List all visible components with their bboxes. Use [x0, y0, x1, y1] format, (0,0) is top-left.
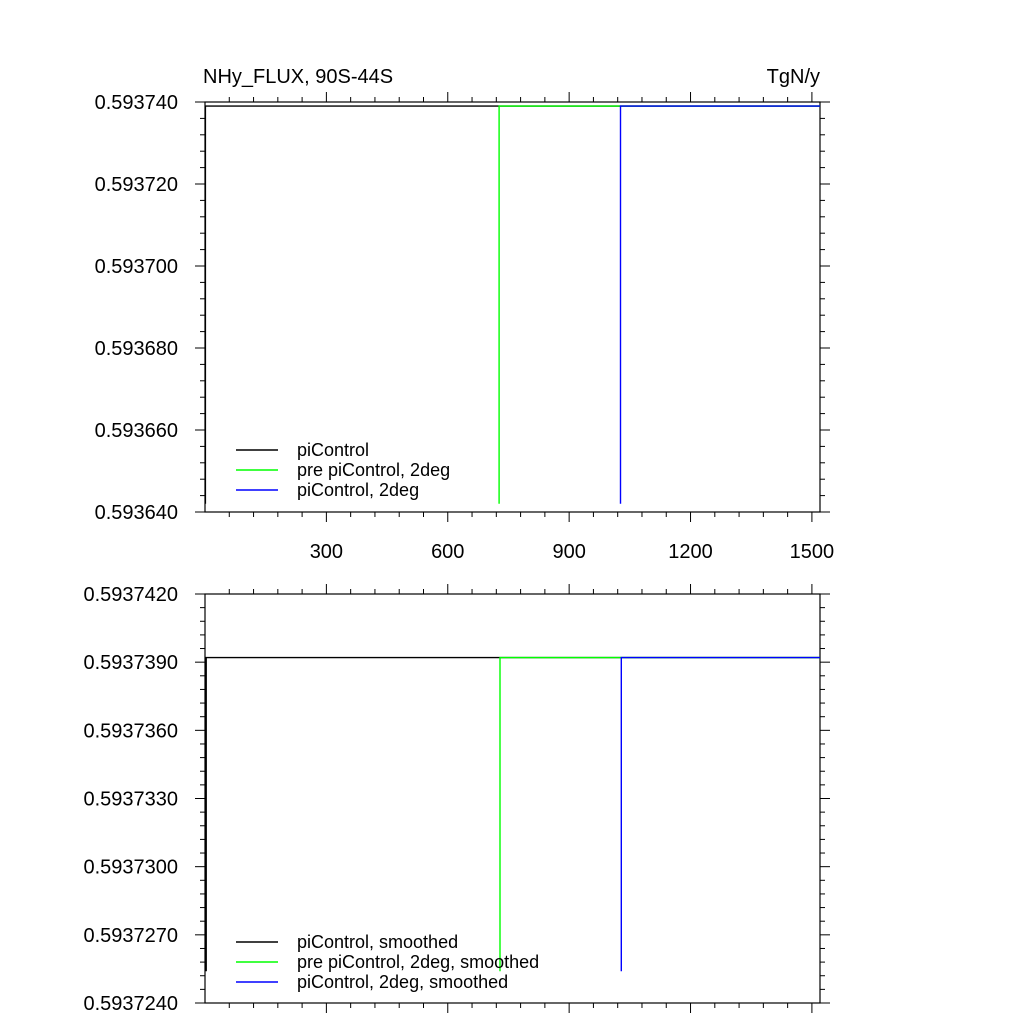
series-line: [620, 656, 820, 972]
y-tick-label: 0.5937240: [83, 993, 178, 1015]
plot-layer: 300 600 900 1200 1500 0.593640 0.593660 0.59368…: [95, 92, 835, 563]
legend-label: piControl, 2deg: [297, 480, 419, 500]
x-tick-label: 600: [431, 541, 464, 563]
y-tick-label: 0.593660: [95, 420, 178, 442]
y-tick-label: 0.593740: [95, 92, 178, 114]
series-line: [205, 656, 820, 972]
series-line: [498, 105, 820, 504]
chart-title: NHy_FLUX, 90S-44S: [203, 66, 393, 88]
top-panel: NHy_FLUX, 90S-44S TgN/y 300 600 900 1200 150…: [95, 66, 835, 563]
y-tick-label: 0.5937390: [83, 652, 178, 674]
y-tick-label: 0.593680: [95, 338, 178, 360]
bottom-panel: 0.5937240 0.5937270 0.5937300 0.5937330 0.59…: [83, 584, 830, 1015]
y-tick-label: 0.5937270: [83, 925, 178, 947]
legend-label: piControl, smoothed: [297, 932, 458, 952]
units-label: TgN/y: [767, 66, 820, 88]
series-line: [499, 656, 820, 972]
y-tick-label: 0.5937300: [83, 857, 178, 879]
series-line: [619, 105, 820, 504]
y-tick-label: 0.5937360: [83, 720, 178, 742]
x-tick-label: 300: [310, 541, 343, 563]
legend-label: pre piControl, 2deg: [297, 460, 450, 480]
legend-label: piControl, 2deg, smoothed: [297, 972, 508, 992]
legend-label: piControl: [297, 440, 369, 460]
x-tick-label: 1500: [790, 541, 835, 563]
x-tick-label: 1200: [668, 541, 713, 563]
y-tick-label: 0.5937420: [83, 584, 178, 606]
y-tick-label: 0.593720: [95, 174, 178, 196]
y-tick-label: 0.593700: [95, 256, 178, 278]
x-tick-label: 900: [552, 541, 585, 563]
legend-label: pre piControl, 2deg, smoothed: [297, 952, 539, 972]
y-tick-label: 0.5937330: [83, 789, 178, 811]
plot-layer: 0.5937240 0.5937270 0.5937300 0.5937330 0.59…: [83, 584, 830, 1015]
y-tick-label: 0.593640: [95, 502, 178, 524]
